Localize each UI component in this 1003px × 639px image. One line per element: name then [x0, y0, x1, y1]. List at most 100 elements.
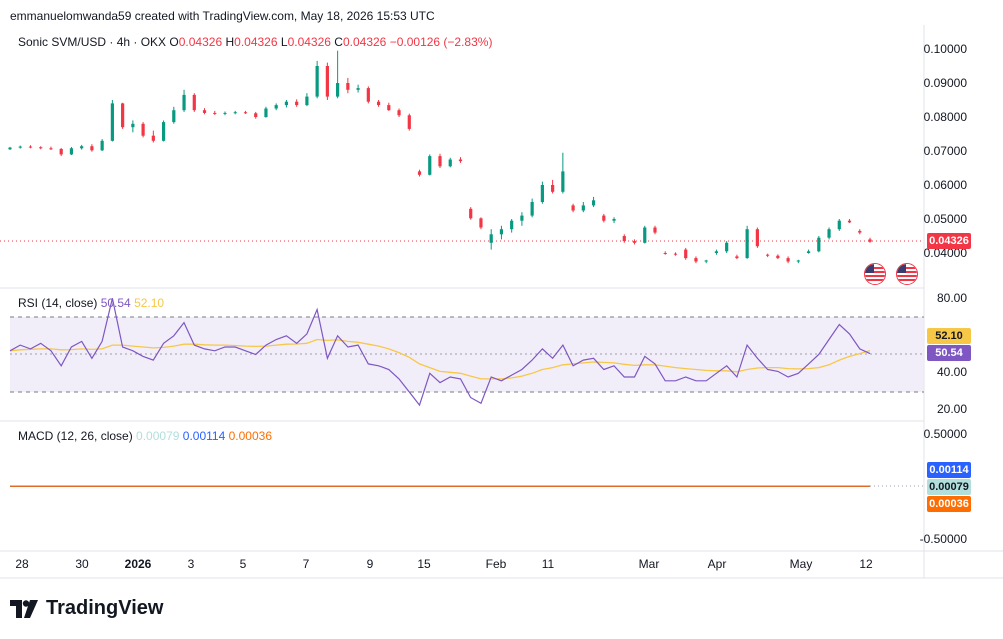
candle-body: [151, 135, 155, 141]
candle-body: [530, 202, 534, 216]
candle-body: [376, 101, 381, 106]
time-tick: 9: [366, 557, 374, 571]
price-tick: 0.09000: [923, 76, 967, 90]
rsi-tick: 20.00: [936, 402, 967, 416]
macd-histogram-badge: 0.00079: [927, 479, 971, 495]
time-tick: 5: [239, 557, 247, 571]
candle-body: [28, 146, 33, 148]
attribution-text: emmanuelomwanda59 created with TradingVi…: [10, 9, 435, 23]
candle-body: [806, 251, 811, 253]
macd-title[interactable]: MACD (12, 26, close): [18, 429, 133, 443]
candle-body: [858, 230, 862, 233]
macd-signal-value: 0.00036: [228, 429, 273, 443]
candle-body: [100, 140, 104, 151]
time-tick: Mar: [638, 557, 660, 571]
candle-body: [704, 260, 708, 262]
candle-body: [755, 229, 759, 247]
rsi-badge: 50.54: [927, 345, 971, 361]
rsi-ma-badge: 52.10: [927, 328, 971, 344]
symbol-title[interactable]: Sonic SVM/USD · 4h · OKX: [18, 35, 167, 49]
last-price-badge: 0.04326: [927, 233, 971, 249]
candle-body: [571, 205, 575, 211]
price-tick: 0.04000: [923, 246, 967, 260]
open-value: 0.04326: [178, 35, 223, 49]
candle-body: [499, 229, 504, 235]
candle-body: [643, 227, 647, 243]
time-tick: 11: [541, 557, 555, 571]
candle-body: [325, 66, 329, 97]
candle-body: [223, 112, 227, 114]
candle-body: [407, 115, 411, 129]
candle-body: [520, 215, 524, 221]
candle-body: [817, 237, 821, 252]
candle-body: [264, 108, 268, 117]
price-legend: Sonic SVM/USD · 4h · OKX O0.04326 H0.043…: [18, 35, 492, 49]
candle-body: [213, 112, 217, 114]
rsi-ma-value: 52.10: [134, 296, 165, 310]
candle-body: [274, 105, 278, 109]
candle-body: [366, 88, 370, 102]
candle-body: [18, 146, 22, 148]
candle-body: [581, 205, 585, 211]
price-tick: 0.10000: [923, 42, 967, 56]
macd-value: 0.00114: [182, 429, 226, 443]
rsi-line: [9, 298, 871, 407]
price-tick: 0.08000: [923, 110, 967, 124]
candle-body: [59, 148, 63, 155]
candle-body: [387, 105, 391, 111]
candle-body: [284, 101, 289, 106]
high-value: 0.04326: [234, 35, 278, 49]
time-tick-year: 2026: [124, 557, 152, 571]
time-tick: 30: [75, 557, 89, 571]
candle-body: [39, 147, 43, 149]
us-flag-event-icon[interactable]: [864, 263, 886, 285]
candle-body: [776, 255, 780, 259]
candle-body: [745, 229, 749, 259]
macd-tick: -0.50000: [919, 532, 967, 546]
candle-body: [336, 83, 340, 97]
time-tick: May: [789, 557, 813, 571]
candle-body: [684, 249, 688, 259]
price-tick: 0.05000: [923, 212, 967, 226]
macd-legend: MACD (12, 26, close) 0.00079 0.00114 0.0…: [18, 429, 272, 443]
rsi-tick: 80.00: [936, 291, 967, 305]
us-flag-event-icon[interactable]: [896, 263, 918, 285]
tradingview-logo[interactable]: TradingView: [10, 597, 163, 620]
candle-body: [356, 88, 360, 90]
candle-body: [295, 101, 299, 106]
candle-body: [243, 112, 248, 114]
candle-body: [479, 218, 483, 228]
candle-body: [346, 83, 350, 90]
candlestick-series: [8, 50, 872, 264]
rsi-legend: RSI (14, close) 50.54 52.10: [18, 296, 164, 310]
candle-body: [612, 219, 616, 221]
time-tick: 28: [15, 557, 29, 571]
high-label: H: [225, 35, 235, 49]
brand-name: TradingView: [46, 597, 164, 619]
candle-body: [8, 147, 12, 150]
candle-body: [121, 103, 125, 128]
candle-body: [192, 94, 196, 111]
candle-body: [489, 234, 493, 243]
candle-body: [182, 94, 186, 111]
candle-body: [417, 171, 422, 175]
candle-body: [438, 156, 442, 167]
candle-body: [254, 113, 258, 117]
candle-body: [653, 227, 657, 233]
candle-body: [80, 146, 84, 149]
candle-body: [510, 220, 514, 230]
candle-body: [69, 148, 74, 155]
macd-badge: 0.00114: [927, 462, 971, 478]
low-value: 0.04326: [287, 35, 331, 49]
candle-body: [622, 236, 626, 242]
candle-body: [786, 258, 790, 262]
candle-body: [305, 96, 309, 106]
candle-body: [110, 103, 114, 141]
candle-body: [131, 123, 135, 128]
low-label: L: [280, 35, 288, 49]
time-tick: Feb: [485, 557, 507, 571]
rsi-title[interactable]: RSI (14, close): [18, 296, 98, 310]
candle-body: [796, 260, 800, 262]
candle-body: [397, 110, 401, 116]
